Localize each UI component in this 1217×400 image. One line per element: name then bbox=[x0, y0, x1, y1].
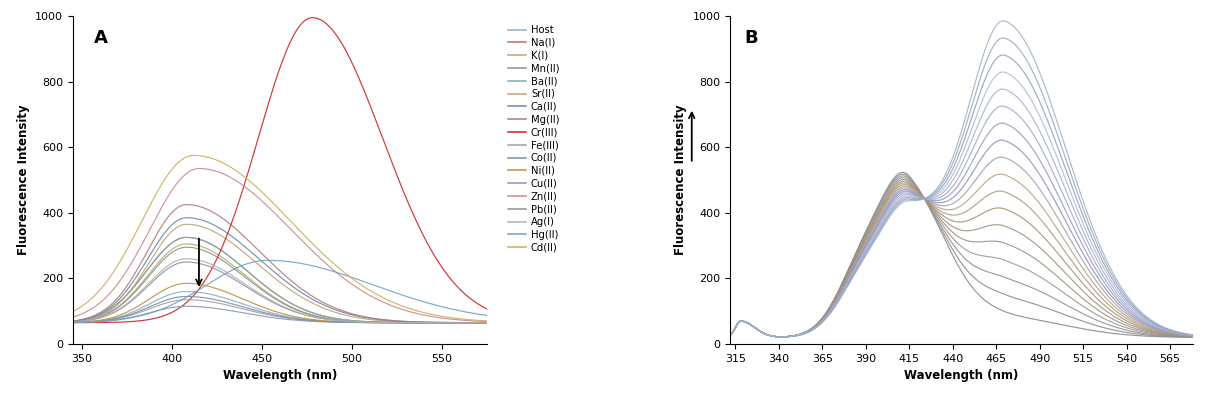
Legend: Host, Na(I), K(I), Mn(II), Ba(II), Sr(II), Ca(II), Mg(II), Cr(III), Fe(III), Co(: Host, Na(I), K(I), Mn(II), Ba(II), Sr(II… bbox=[504, 21, 563, 257]
Text: A: A bbox=[94, 29, 107, 47]
Y-axis label: Fluorescence Intensity: Fluorescence Intensity bbox=[17, 105, 29, 255]
X-axis label: Wavelength (nm): Wavelength (nm) bbox=[904, 369, 1019, 382]
Y-axis label: Fluorescence Intensity: Fluorescence Intensity bbox=[674, 105, 686, 255]
Text: B: B bbox=[744, 29, 758, 47]
X-axis label: Wavelength (nm): Wavelength (nm) bbox=[223, 369, 337, 382]
